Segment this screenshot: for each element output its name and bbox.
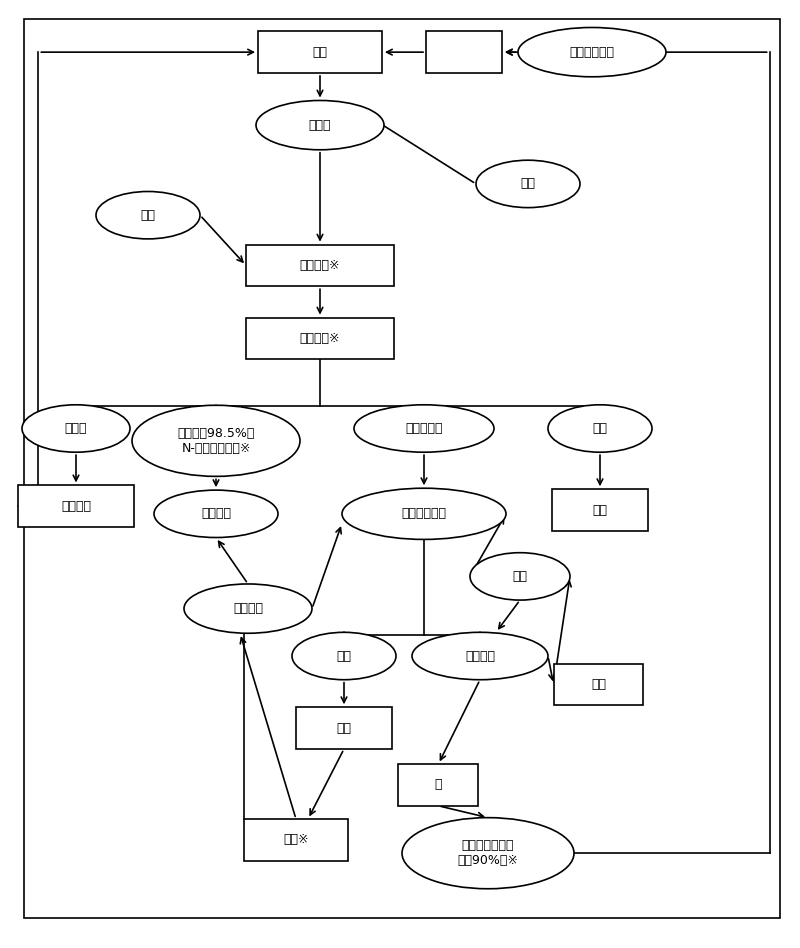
Ellipse shape xyxy=(154,490,278,538)
Text: 蒸馏: 蒸馏 xyxy=(591,678,606,691)
Text: 交废液厂: 交废液厂 xyxy=(61,500,91,513)
Ellipse shape xyxy=(256,100,384,150)
Text: 纯度大于98.5%的
N-乙烯己内酰胺※: 纯度大于98.5%的 N-乙烯己内酰胺※ xyxy=(178,427,254,455)
Text: 干燥: 干燥 xyxy=(337,721,351,735)
FancyBboxPatch shape xyxy=(244,819,348,861)
FancyBboxPatch shape xyxy=(554,664,643,705)
FancyBboxPatch shape xyxy=(258,31,382,73)
Text: 残渣: 残渣 xyxy=(593,422,607,435)
Ellipse shape xyxy=(476,160,580,208)
Ellipse shape xyxy=(184,584,312,633)
Ellipse shape xyxy=(548,405,652,452)
FancyBboxPatch shape xyxy=(398,764,478,806)
Text: 反应结束※: 反应结束※ xyxy=(300,259,340,272)
Text: 水: 水 xyxy=(434,778,442,792)
Text: 合并水层: 合并水层 xyxy=(465,649,495,663)
Text: 乙酸乙酯: 乙酸乙酯 xyxy=(233,602,263,615)
FancyBboxPatch shape xyxy=(246,245,394,286)
Text: 检验入库: 检验入库 xyxy=(201,507,231,520)
Ellipse shape xyxy=(518,27,666,77)
Text: 水洗: 水洗 xyxy=(513,570,527,583)
FancyBboxPatch shape xyxy=(426,31,502,73)
Text: 焚烧: 焚烧 xyxy=(593,503,607,517)
Ellipse shape xyxy=(132,406,300,477)
Ellipse shape xyxy=(412,632,548,680)
Text: 减压精馏※: 减压精馏※ xyxy=(300,332,340,345)
Ellipse shape xyxy=(402,817,574,889)
Text: 新制己内酰胺: 新制己内酰胺 xyxy=(570,46,614,59)
Text: 前馏分: 前馏分 xyxy=(65,422,87,435)
FancyBboxPatch shape xyxy=(552,489,648,531)
FancyBboxPatch shape xyxy=(18,485,134,527)
Text: 油层: 油层 xyxy=(337,649,351,663)
Text: 乙炔: 乙炔 xyxy=(141,209,155,222)
Text: 催化剂: 催化剂 xyxy=(309,118,331,132)
Text: 己内酰胺（纯度
大于90%）※: 己内酰胺（纯度 大于90%）※ xyxy=(458,839,518,867)
Ellipse shape xyxy=(292,632,396,680)
Text: 氮气: 氮气 xyxy=(521,177,535,191)
Ellipse shape xyxy=(470,553,570,600)
Ellipse shape xyxy=(96,191,200,239)
Text: 蒸馏※: 蒸馏※ xyxy=(283,833,309,847)
Ellipse shape xyxy=(354,405,494,452)
Ellipse shape xyxy=(22,405,130,452)
Text: 乙酸乙酯溶解: 乙酸乙酯溶解 xyxy=(402,507,446,520)
Text: 粗蒸的粗品: 粗蒸的粗品 xyxy=(406,422,442,435)
FancyBboxPatch shape xyxy=(246,318,394,359)
Text: 干燥: 干燥 xyxy=(313,46,327,59)
FancyBboxPatch shape xyxy=(296,707,392,749)
Ellipse shape xyxy=(342,488,506,539)
